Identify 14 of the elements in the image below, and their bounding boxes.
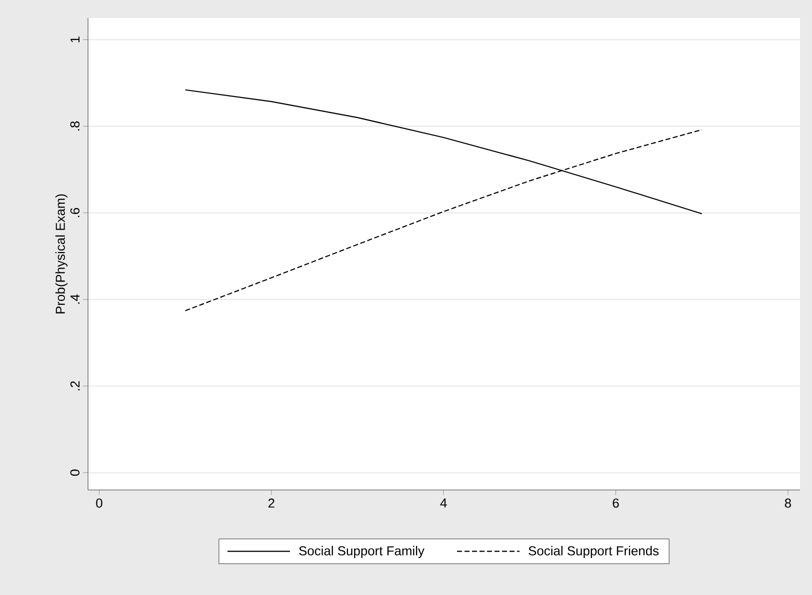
y-tick-label: 0 xyxy=(70,470,80,476)
y-tick-label: .8 xyxy=(70,121,80,130)
legend-label: Social Support Family xyxy=(299,546,424,558)
x-tick-label: 2 xyxy=(268,498,274,508)
x-tick-label: 6 xyxy=(612,498,619,508)
y-tick-label: .2 xyxy=(70,381,80,390)
y-tick-label: .4 xyxy=(70,294,80,304)
y-tick-label: .6 xyxy=(70,208,80,218)
y-axis-title: Prob(Physical Exam) xyxy=(55,194,68,314)
x-tick-label: 4 xyxy=(440,498,447,508)
x-tick-label: 8 xyxy=(784,498,791,508)
legend-label: Social Support Friends xyxy=(528,546,659,558)
x-tick-label: 0 xyxy=(96,498,102,508)
y-tick-label: 1 xyxy=(70,36,80,42)
